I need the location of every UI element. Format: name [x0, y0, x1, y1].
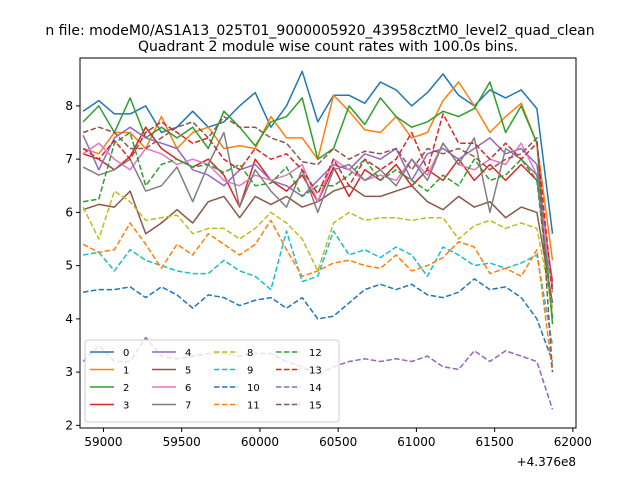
- legend-label-14: 14: [309, 383, 322, 394]
- x-tick-label: 61000: [397, 435, 435, 449]
- x-tick-label: 59500: [163, 435, 201, 449]
- legend-label-1: 1: [123, 366, 129, 377]
- series-line-11: [82, 219, 554, 373]
- series-line-4: [82, 126, 554, 287]
- series-line-2: [82, 81, 554, 325]
- chart-suptitle: n file: modeM0/AS1A13_025T01_9000005920_…: [45, 23, 594, 39]
- x-tick-label: 60500: [319, 435, 357, 449]
- legend-label-9: 9: [247, 366, 253, 377]
- series-line-9: [82, 230, 554, 346]
- series-line-7: [82, 131, 554, 319]
- y-tick-label: 2: [65, 418, 73, 432]
- y-axis: 2 3 4 5 6 7 8: [65, 99, 80, 432]
- y-tick-label: 4: [65, 312, 73, 326]
- x-tick-label: 62000: [554, 435, 592, 449]
- series-line-10: [82, 278, 554, 362]
- series-line-5: [82, 185, 554, 304]
- legend-label-11: 11: [247, 401, 260, 412]
- legend-label-6: 6: [185, 383, 191, 394]
- legend-label-13: 13: [309, 366, 322, 377]
- series-layer: [82, 70, 554, 410]
- series-line-8: [82, 190, 554, 309]
- x-axis: 59000 59500 60000 60500 61000 61500 62000: [84, 428, 592, 449]
- chart-title: Quadrant 2 module wise count rates with …: [138, 39, 518, 55]
- legend-label-10: 10: [247, 383, 260, 394]
- y-tick-label: 3: [65, 365, 73, 379]
- plot-frame: [79, 57, 577, 429]
- x-tick-label: 60000: [241, 435, 279, 449]
- y-tick-label: 7: [65, 152, 73, 166]
- legend-label-2: 2: [123, 383, 129, 394]
- series-line-6: [82, 142, 554, 293]
- x-tick-label: 59000: [84, 435, 122, 449]
- legend-label-3: 3: [123, 401, 129, 412]
- legend-label-12: 12: [309, 348, 322, 359]
- legend-box: [84, 339, 340, 423]
- legend-label-4: 4: [185, 348, 191, 359]
- x-tick-label: 61500: [476, 435, 514, 449]
- y-tick-label: 5: [65, 259, 73, 273]
- legend-label-15: 15: [309, 401, 322, 412]
- series-line-1: [82, 81, 554, 261]
- x-offset-label: +4.376e8: [517, 455, 576, 469]
- series-line-15: [82, 115, 554, 373]
- series-line-12: [82, 131, 554, 319]
- legend-label-7: 7: [185, 401, 191, 412]
- legend-label-0: 0: [123, 348, 129, 359]
- y-tick-label: 6: [65, 205, 73, 219]
- y-tick-label: 8: [65, 99, 73, 113]
- legend-label-8: 8: [247, 348, 253, 359]
- legend-label-5: 5: [185, 366, 191, 377]
